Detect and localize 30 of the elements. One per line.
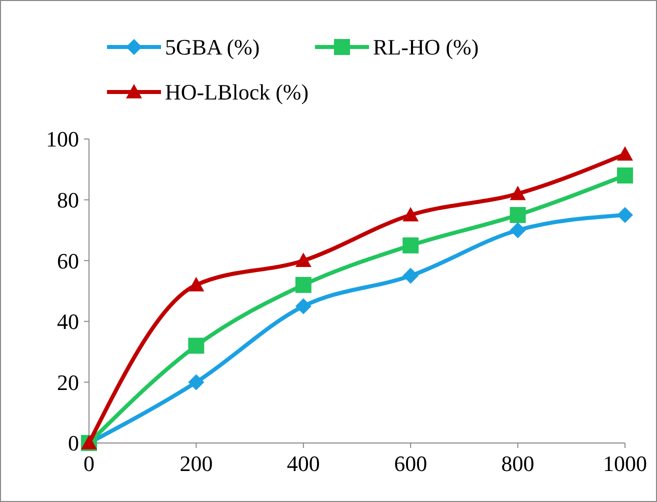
- x-tick-label: 800: [501, 451, 534, 476]
- point: [188, 276, 204, 292]
- legend-label: 5GBA (%): [165, 34, 260, 60]
- point: [402, 268, 419, 284]
- legend-label: RL-HO (%): [373, 34, 479, 60]
- point: [617, 146, 633, 161]
- x-tick-label: 600: [394, 451, 428, 476]
- point: [510, 222, 526, 238]
- y-tick-label: 100: [46, 126, 79, 152]
- point: [510, 207, 526, 223]
- point: [295, 298, 312, 314]
- point: [402, 207, 419, 222]
- legend-label: HO-LBlock (%): [165, 80, 309, 105]
- point: [295, 252, 312, 267]
- point: [617, 167, 633, 184]
- x-tick-label: 200: [180, 451, 213, 476]
- point: [295, 276, 312, 293]
- point: [402, 237, 419, 254]
- y-tick-label: 60: [57, 248, 79, 274]
- y-tick-label: 20: [57, 370, 79, 395]
- point: [510, 186, 526, 200]
- point: [188, 374, 204, 390]
- y-tick-label: 40: [57, 309, 79, 334]
- point: [617, 207, 633, 223]
- point: [188, 338, 204, 354]
- x-tick-label: 400: [286, 451, 320, 476]
- y-tick-label: 80: [57, 188, 79, 212]
- x-tick-label: 1000: [603, 451, 647, 476]
- y-tick-label: 0: [68, 430, 79, 456]
- x-tick-label: 0: [84, 451, 94, 476]
